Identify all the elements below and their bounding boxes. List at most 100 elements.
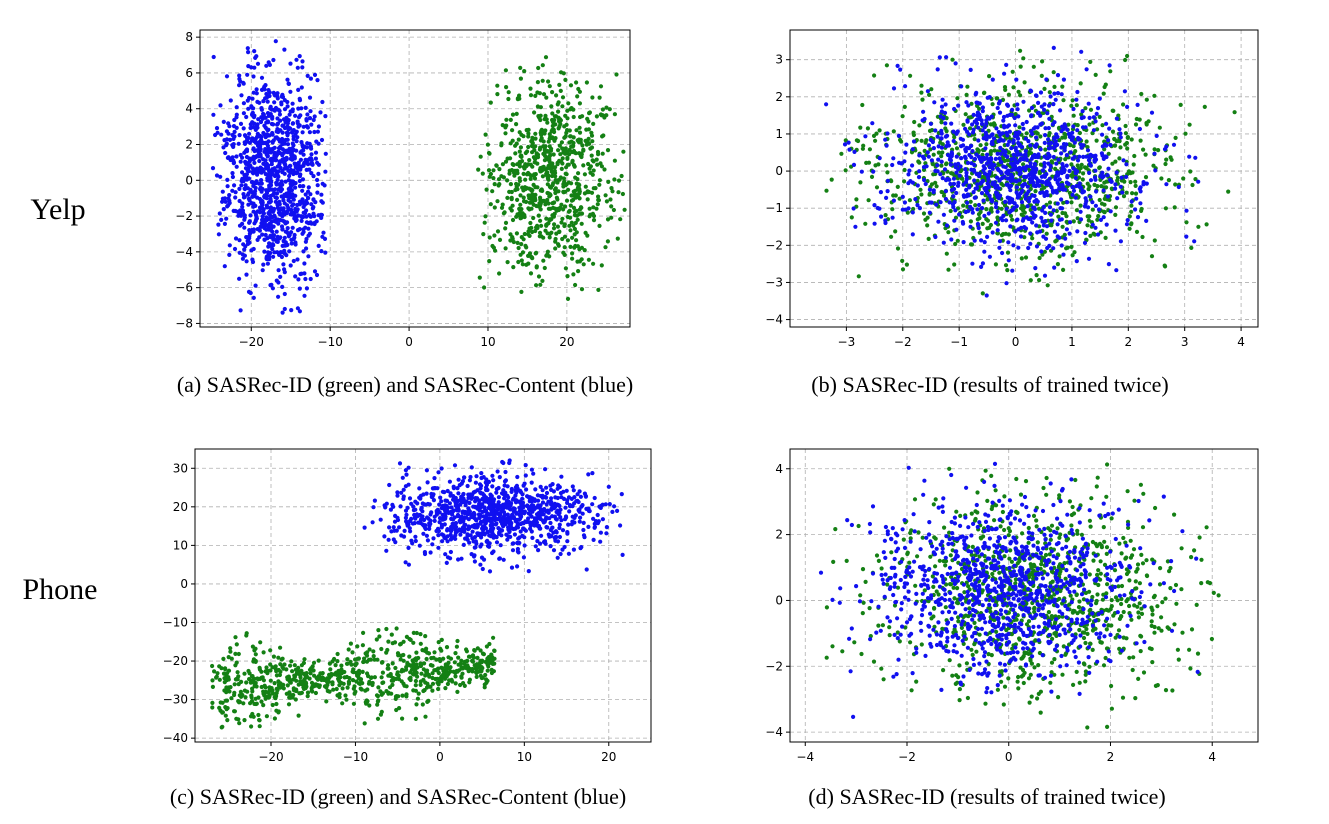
point-green-312	[1141, 147, 1146, 152]
point-blue-627	[598, 539, 603, 544]
point-blue-870	[246, 160, 251, 166]
point-blue-818	[284, 157, 289, 162]
point-blue-745	[265, 119, 270, 124]
point-green-338	[499, 205, 505, 210]
point-blue-743	[270, 130, 275, 136]
point-blue-391	[941, 240, 946, 245]
point-blue-870	[1006, 195, 1011, 200]
point-blue-881	[987, 169, 992, 174]
point-green-63	[612, 177, 617, 182]
point-blue-508	[283, 229, 288, 234]
point-blue-938	[1171, 142, 1177, 147]
point-blue-801	[274, 135, 279, 140]
point-blue-919	[487, 505, 492, 511]
point-green-982	[884, 63, 890, 68]
point-blue-33	[1052, 229, 1057, 234]
point-blue-661	[586, 524, 591, 530]
point-blue-480	[417, 486, 422, 491]
point-green-998	[1128, 171, 1133, 176]
point-blue-47	[1065, 200, 1070, 205]
point-blue-693	[976, 202, 982, 208]
point-green-18	[560, 156, 565, 161]
point-green-67	[591, 218, 597, 223]
point-blue-301	[439, 466, 444, 471]
point-green-28	[582, 248, 587, 253]
point-blue-748	[544, 525, 549, 530]
point-green-687	[540, 63, 545, 68]
point-green-821	[949, 171, 954, 176]
point-blue-996	[278, 151, 283, 156]
point-blue-943	[464, 515, 469, 520]
point-blue-407	[248, 213, 253, 218]
point-blue-825	[403, 560, 408, 565]
point-green-719	[559, 220, 564, 225]
point-green-907	[984, 207, 989, 212]
point-blue-571	[569, 522, 574, 527]
point-green-92	[1006, 92, 1012, 97]
point-green-457	[563, 77, 568, 82]
point-blue-898	[955, 183, 961, 188]
point-blue-1007	[281, 262, 286, 267]
point-green-342	[547, 84, 552, 89]
point-blue-401	[1068, 150, 1073, 155]
point-green-723	[517, 210, 523, 215]
point-blue-498	[610, 509, 615, 514]
point-blue-595	[254, 154, 259, 159]
point-blue-419	[413, 507, 418, 512]
point-blue-880	[269, 282, 274, 287]
point-blue-707	[425, 538, 430, 543]
point-blue-518	[275, 122, 280, 127]
point-blue-827	[473, 496, 478, 501]
point-green-358	[621, 149, 626, 154]
point-blue-1049	[273, 187, 278, 192]
point-blue-772	[884, 143, 889, 148]
point-blue-238	[1124, 174, 1129, 179]
point-green-340	[516, 245, 521, 251]
point-green-255	[614, 72, 619, 77]
point-blue-594	[970, 210, 975, 215]
point-blue-57	[252, 65, 257, 70]
point-blue-941	[450, 535, 455, 540]
point-blue-220	[1008, 224, 1013, 229]
point-blue-176	[951, 176, 957, 181]
point-blue-859	[398, 504, 403, 509]
point-blue-333	[233, 190, 238, 195]
point-blue-979	[301, 124, 306, 129]
point-green-786	[508, 156, 513, 161]
point-blue-417	[257, 181, 262, 186]
point-blue-945	[270, 114, 275, 119]
point-blue-924	[566, 551, 572, 556]
point-blue-841	[473, 545, 478, 550]
point-green-273	[586, 257, 592, 262]
point-blue-1003	[219, 132, 224, 137]
point-green-298	[487, 235, 492, 240]
point-green-507	[574, 80, 579, 85]
point-blue-619	[1042, 154, 1047, 159]
point-blue-741	[1164, 182, 1169, 187]
point-green-641	[1117, 156, 1122, 161]
point-blue-466	[386, 537, 391, 542]
point-blue-418	[1087, 157, 1092, 162]
point-blue-680	[565, 539, 570, 544]
point-green-636	[559, 70, 564, 75]
point-green-55	[577, 101, 583, 106]
point-blue-515	[514, 510, 519, 515]
point-blue-527	[902, 200, 908, 205]
point-green-228	[948, 208, 953, 214]
point-green-741	[596, 287, 601, 292]
point-blue-597	[942, 167, 948, 172]
point-blue-1019	[320, 181, 325, 186]
point-green-662	[565, 238, 571, 243]
point-blue-861	[1064, 153, 1069, 158]
point-blue-895	[1115, 196, 1120, 201]
point-blue-794	[516, 550, 521, 555]
point-blue-941	[984, 172, 990, 177]
point-green-572	[1183, 131, 1188, 136]
point-blue-205	[270, 229, 275, 234]
point-blue-835	[230, 132, 235, 138]
point-green-621	[885, 170, 890, 175]
point-blue-653	[494, 490, 499, 495]
point-blue-673	[1098, 173, 1103, 178]
point-blue-899	[1122, 89, 1127, 94]
point-blue-152	[976, 225, 981, 231]
